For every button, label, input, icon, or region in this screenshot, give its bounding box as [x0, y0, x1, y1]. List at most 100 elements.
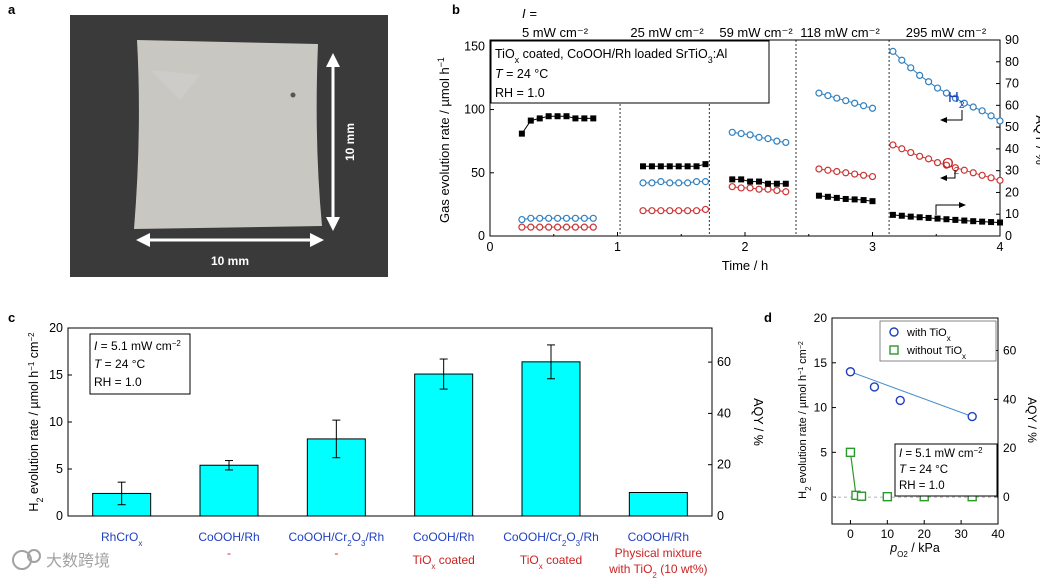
h2-point [924, 78, 933, 86]
y-tick-label: 150 [464, 39, 485, 53]
o2-point [842, 169, 850, 177]
y2-tick-label: 0 [1005, 229, 1012, 243]
o2-point [889, 141, 897, 149]
aqy-point [563, 113, 570, 120]
aqy-point [545, 113, 552, 120]
h2-point [987, 112, 995, 120]
watermark: 大数跨境 [12, 549, 110, 570]
aqy-point [916, 214, 923, 221]
h2-point [842, 97, 850, 105]
d-xlabel: pO2 / kPa [889, 541, 940, 559]
h2-point [907, 64, 915, 72]
o2-point [666, 207, 674, 215]
o2-point [692, 207, 701, 215]
aqy-point [869, 198, 876, 205]
h2-point [527, 214, 535, 222]
o2-point [833, 167, 841, 176]
d-cond-1: I = 5.1 mW cm−2 [899, 446, 983, 461]
panel-label-a: a [8, 2, 16, 17]
y-tick-label: 50 [471, 166, 485, 180]
o2-point [571, 223, 580, 231]
height-label: 10 mm [343, 123, 357, 161]
o2-point [824, 166, 832, 174]
o2-point [648, 207, 656, 215]
aqy-point [657, 163, 664, 170]
category-label: CoOOH/Rh [413, 530, 474, 544]
aqy-point [979, 218, 986, 225]
x-tick-label: 30 [954, 527, 968, 541]
o2-point [589, 223, 597, 231]
panel-d-chart: 0 10 20 30 40 0 5 10 15 20 0 20 40 60 with TiOx witho… [797, 311, 1039, 559]
h2-arrow [944, 110, 963, 121]
x-tick-label: 0 [847, 527, 854, 541]
y2-tick-label: 50 [1005, 120, 1019, 134]
o2-point [701, 205, 710, 214]
o2-point [553, 223, 562, 231]
h2-point [942, 89, 951, 97]
b-xlabel: Time / h [722, 258, 768, 273]
aqy-point [851, 196, 858, 203]
o2-point [933, 159, 942, 167]
legend-without-label: without TiOx [906, 345, 966, 361]
o2-point [815, 165, 823, 173]
bar [628, 492, 688, 517]
o2-point [527, 223, 535, 231]
o2-point [639, 207, 647, 215]
aqy-point [527, 117, 534, 124]
o2-point [684, 207, 692, 215]
category-label: CoOOH/Cr2O3/Rh [289, 530, 385, 548]
legend-box-c [89, 333, 191, 395]
h2-point [692, 178, 701, 186]
aqy-point [581, 115, 588, 122]
category-label: RhCrOx [101, 530, 142, 548]
x-tick-label: 20 [918, 527, 932, 541]
width-label: 10 mm [211, 254, 249, 268]
h2-point [755, 133, 763, 141]
h2-point [773, 137, 781, 145]
y2-tick-label: 20 [1003, 441, 1017, 455]
c-legend-2: T = 24 °C [94, 357, 146, 371]
y-tick-label: 20 [49, 321, 63, 335]
c-legend-3: RH = 1.0 [94, 375, 142, 389]
watermark-logo-icon [12, 550, 32, 570]
h2-point [553, 214, 562, 222]
x-tick-label: 0 [487, 240, 494, 254]
o2-point [562, 223, 571, 231]
aqy-point [590, 115, 597, 122]
x-tick-label: 10 [881, 527, 895, 541]
aqy-point [729, 176, 736, 183]
without-tiox-point [856, 491, 867, 501]
y2-tick-label: 60 [1005, 98, 1019, 112]
o2-point [536, 223, 544, 231]
watermark-text: 大数跨境 [46, 551, 110, 570]
category-label: CoOOH/Cr2O3/Rh [503, 530, 599, 548]
h2-point [859, 102, 868, 110]
intensity-label-5: 295 mW cm⁻² [906, 25, 987, 40]
aqy-point [518, 130, 525, 137]
aqy-point [970, 218, 977, 225]
aqy-point [925, 214, 932, 221]
panel-label-d: d [764, 310, 772, 325]
legend-with-label: with TiOx [906, 327, 951, 343]
o2-point [851, 170, 859, 178]
legend-without-marker [889, 345, 899, 355]
h2-point [833, 94, 841, 102]
h2-point [969, 103, 977, 111]
h2-point [545, 214, 553, 222]
aqy-point [572, 115, 579, 122]
o2-point [924, 155, 933, 163]
c-y2label: AQY / % [751, 398, 765, 446]
intensity-label-3: 59 mW cm⁻² [719, 25, 793, 40]
aqy-point [554, 113, 561, 120]
d-cond-2: T = 24 °C [899, 464, 948, 476]
h2-point [589, 214, 597, 222]
without-tiox-point [882, 491, 893, 502]
h2-series-label: H2 [948, 89, 965, 111]
y2-tick-label: 0 [717, 509, 724, 523]
o2-point [764, 185, 772, 193]
intensity-label-2: 25 mW cm⁻² [630, 25, 704, 40]
aqy-point [747, 178, 754, 185]
aqy-point [961, 217, 968, 224]
h2-point [996, 117, 1004, 125]
